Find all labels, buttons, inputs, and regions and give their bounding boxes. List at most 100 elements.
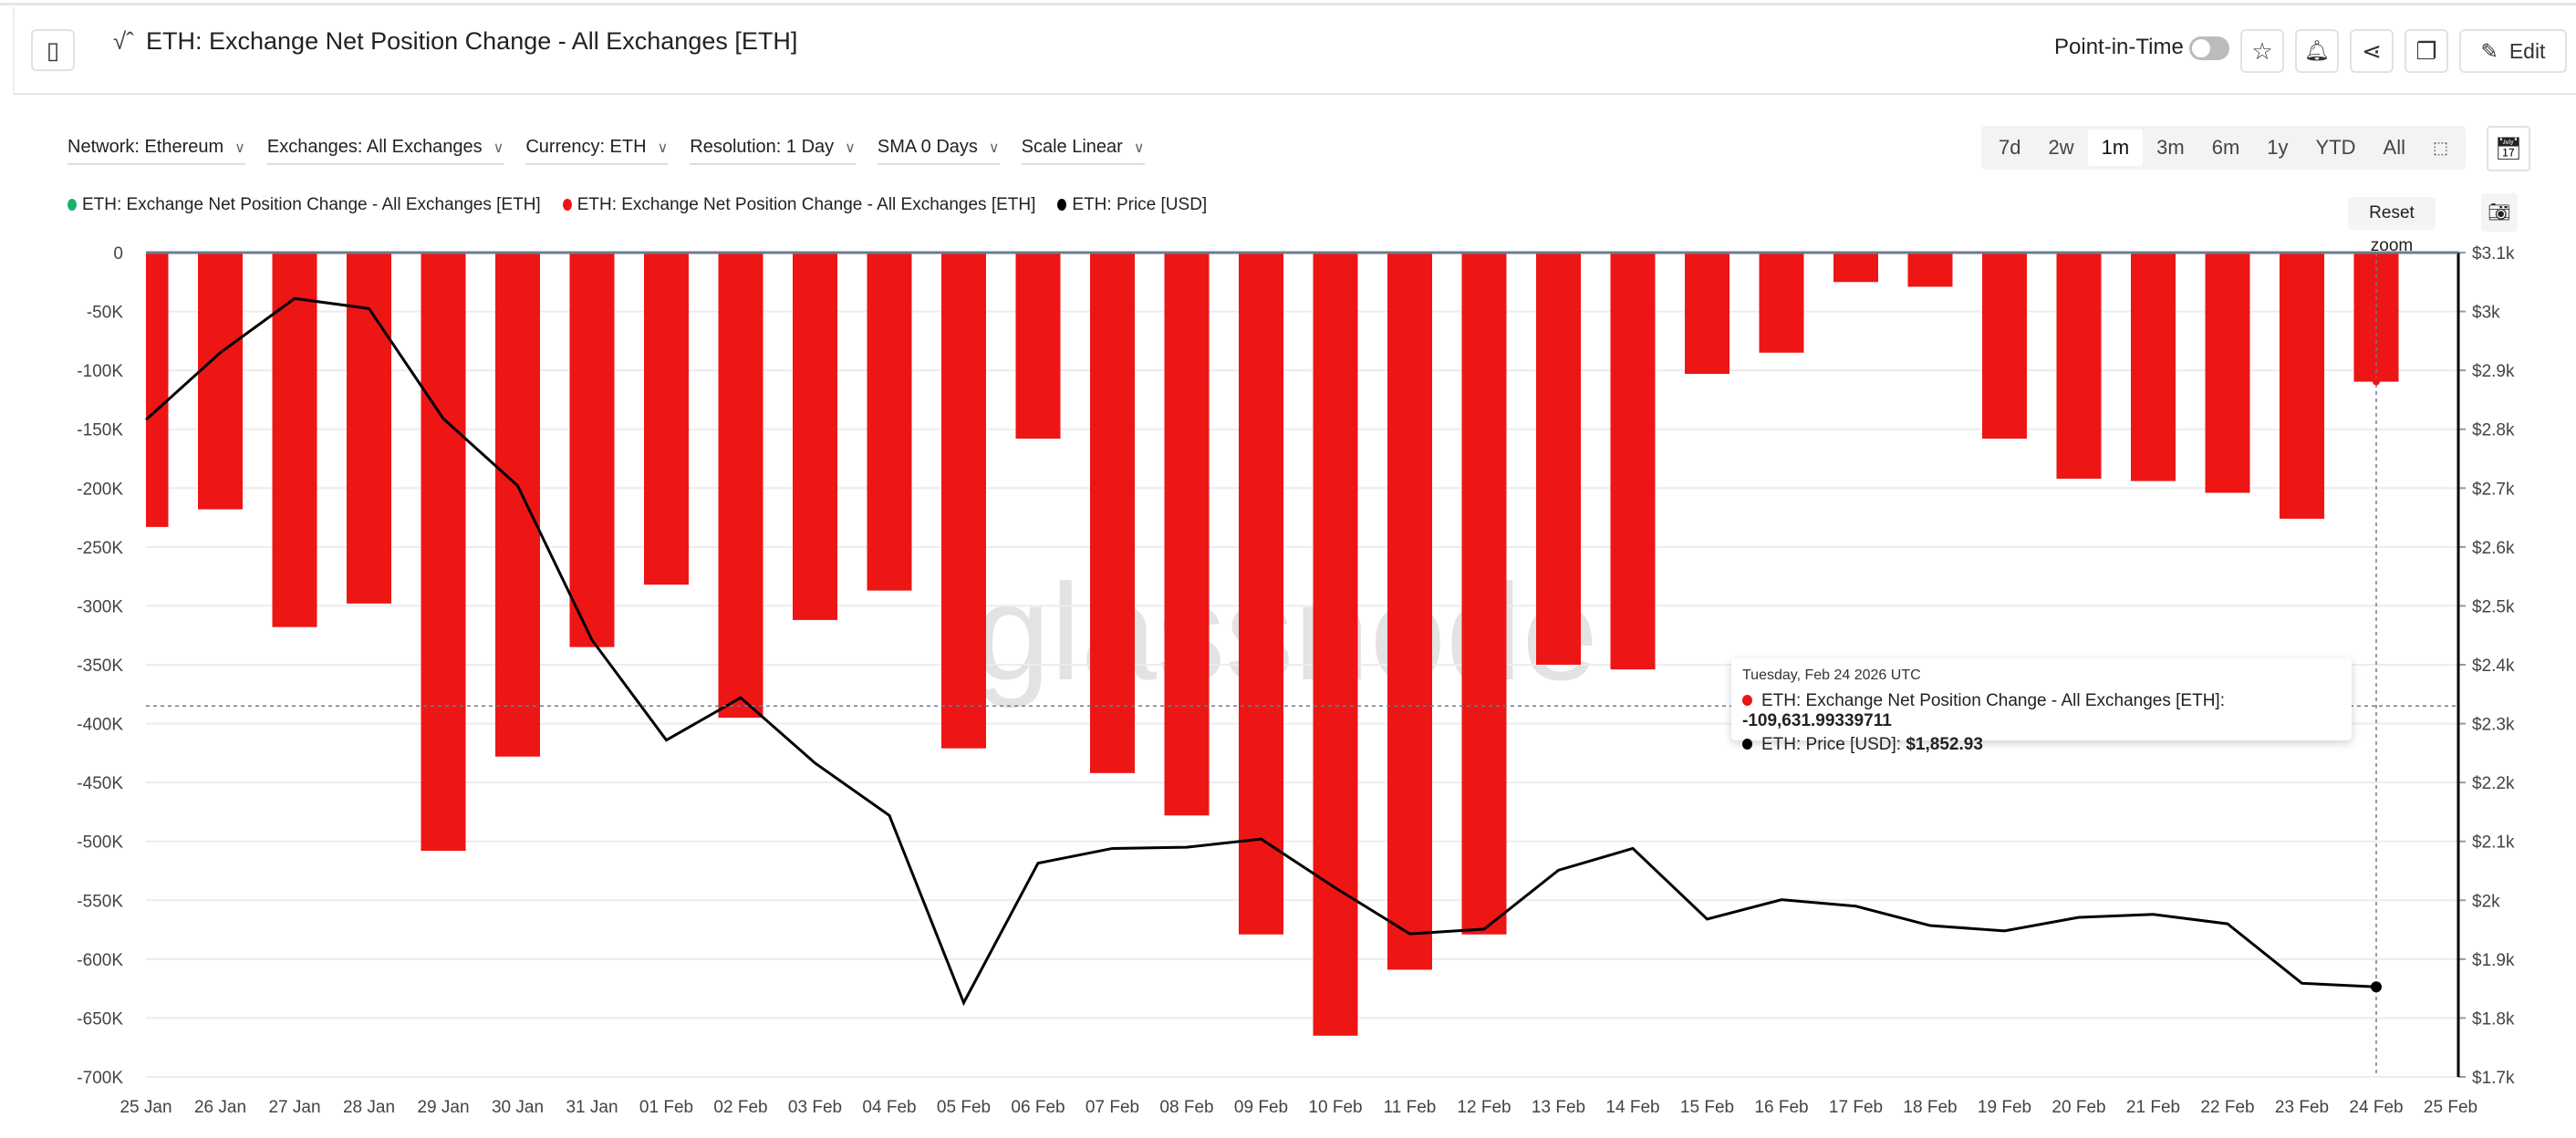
y-left-tick-label: -350K: [77, 657, 123, 676]
legend-item-negative[interactable]: ETH: Exchange Net Position Change - All …: [562, 195, 1035, 215]
share-icon: ⋖: [2362, 36, 2382, 65]
tooltip-row-price: ETH: Price [USD]: $1,852.93: [1742, 735, 2341, 755]
resolution-filter[interactable]: Resolution: 1 Day ∨: [690, 137, 856, 165]
alert-button[interactable]: 🔔︎: [2295, 29, 2339, 73]
currency-filter[interactable]: Currency: ETH ∨: [525, 137, 669, 165]
legend-item-price[interactable]: ETH: Price [USD]: [1057, 195, 1207, 215]
y-left-tick-label: -450K: [77, 774, 123, 793]
bar: [1685, 253, 1729, 375]
header-bar: [13, 7, 2576, 95]
bar: [2131, 253, 2176, 481]
star-icon: ☆: [2251, 36, 2273, 65]
scale-filter[interactable]: Scale Linear ∨: [1021, 137, 1145, 165]
chevron-down-icon: ∨: [1133, 140, 1145, 156]
y-right-tick-label: $3.1k: [2472, 244, 2515, 264]
x-tick-label: 19 Feb: [1978, 1098, 2031, 1117]
y-right-tick-label: $2.8k: [2472, 421, 2515, 440]
x-tick-label: 20 Feb: [2051, 1098, 2105, 1117]
x-tick-label: 28 Jan: [343, 1098, 395, 1117]
x-tick-label: 09 Feb: [1234, 1098, 1288, 1117]
calendar-button[interactable]: 📅︎: [2487, 126, 2530, 171]
x-tick-label: 11 Feb: [1384, 1098, 1437, 1117]
x-tick-label: 08 Feb: [1159, 1098, 1213, 1117]
range-ytd[interactable]: YTD: [2315, 136, 2356, 159]
y-left-tick-label: -550K: [77, 892, 123, 911]
top-border: [0, 0, 2576, 5]
zoom-select-icon[interactable]: ⬚: [2433, 139, 2449, 157]
exchanges-filter[interactable]: Exchanges: All Exchanges ∨: [266, 137, 504, 165]
range-2w[interactable]: 2w: [2048, 136, 2074, 159]
x-tick-label: 25 Jan: [119, 1098, 171, 1117]
y-right-tick-label: $2.9k: [2472, 362, 2515, 381]
edit-button[interactable]: ✎ Edit: [2459, 29, 2567, 73]
range-1y[interactable]: 1y: [2267, 136, 2289, 159]
copy-icon: ❐: [2415, 36, 2437, 65]
range-6m[interactable]: 6m: [2211, 136, 2240, 159]
point-in-time-toggle[interactable]: [2189, 36, 2229, 60]
y-left-tick-label: -500K: [77, 833, 123, 853]
range-1m[interactable]: 1m: [2087, 129, 2144, 166]
y-right-tick-label: $1.8k: [2472, 1009, 2515, 1029]
chevron-down-icon: ∨: [657, 140, 669, 156]
x-tick-label: 18 Feb: [1903, 1098, 1957, 1117]
copy-button[interactable]: ❐: [2405, 29, 2448, 73]
x-tick-label: 07 Feb: [1085, 1098, 1139, 1117]
y-left-tick-label: 0: [113, 244, 123, 264]
price-line: [144, 296, 2377, 1007]
bar: [1833, 253, 1878, 283]
y-left-tick-label: -600K: [77, 951, 123, 970]
range-all[interactable]: All: [2383, 136, 2405, 159]
bar: [2280, 253, 2324, 519]
bar: [644, 253, 689, 585]
tooltip: Tuesday, Feb 24 2026 UTC ETH: Exchange N…: [1731, 658, 2352, 754]
bar-point-marker: [2373, 378, 2380, 386]
x-tick-label: 15 Feb: [1680, 1098, 1734, 1117]
y-right-tick-label: $2.2k: [2472, 774, 2515, 793]
y-left-tick-label: -100K: [77, 362, 123, 381]
bar: [495, 253, 540, 757]
bar: [1907, 253, 1953, 287]
y-right-tick-label: $2.7k: [2472, 480, 2515, 499]
x-tick-label: 21 Feb: [2126, 1098, 2180, 1117]
page-title: ETH: Exchange Net Position Change - All …: [146, 27, 798, 55]
chevron-down-icon: ∨: [845, 140, 856, 156]
legend-item-positive[interactable]: ETH: Exchange Net Position Change - All …: [68, 195, 541, 215]
y-right-tick-label: $1.7k: [2472, 1069, 2515, 1088]
x-tick-label: 16 Feb: [1754, 1098, 1808, 1117]
bar: [347, 253, 391, 604]
sidebar-toggle-button[interactable]: ▯: [31, 29, 75, 71]
x-tick-label: 01 Feb: [639, 1098, 693, 1117]
range-7d[interactable]: 7d: [1999, 136, 2021, 159]
y-right-tick-label: $2.3k: [2472, 716, 2515, 735]
favorite-button[interactable]: ☆: [2240, 29, 2284, 73]
y-left-tick-label: -300K: [77, 597, 123, 616]
bar: [1313, 253, 1358, 1036]
point-in-time-label: Point-in-Time: [2054, 35, 2184, 59]
x-tick-label: 24 Feb: [2349, 1098, 2403, 1117]
reset-zoom-button[interactable]: Reset zoom: [2348, 197, 2436, 255]
x-tick-label: 13 Feb: [1532, 1098, 1585, 1117]
x-tick-label: 22 Feb: [2200, 1098, 2254, 1117]
metric-icon: √ˆ: [113, 27, 134, 55]
bar: [569, 253, 615, 647]
network-filter[interactable]: Network: Ethereum ∨: [68, 137, 245, 165]
y-left-tick-label: -250K: [77, 539, 123, 558]
sma-filter[interactable]: SMA 0 Days ∨: [877, 137, 1000, 165]
y-left-tick-label: -150K: [77, 421, 123, 440]
bar: [1536, 253, 1581, 665]
bar: [1239, 253, 1283, 935]
bar: [421, 253, 466, 852]
range-3m[interactable]: 3m: [2156, 136, 2185, 159]
x-tick-label: 30 Jan: [492, 1098, 544, 1117]
chevron-down-icon: ∨: [234, 140, 245, 156]
range-selector: 7d 2w 1m 3m 6m 1y YTD All ⬚: [1981, 126, 2467, 170]
screenshot-button[interactable]: 📷︎: [2481, 193, 2518, 232]
bar: [1015, 253, 1061, 440]
y-right-tick-label: $1.9k: [2472, 951, 2515, 970]
bar: [198, 253, 243, 510]
x-tick-label: 05 Feb: [937, 1098, 991, 1117]
share-button[interactable]: ⋖: [2350, 29, 2394, 73]
bar: [1090, 253, 1135, 773]
x-tick-label: 31 Jan: [566, 1098, 618, 1117]
